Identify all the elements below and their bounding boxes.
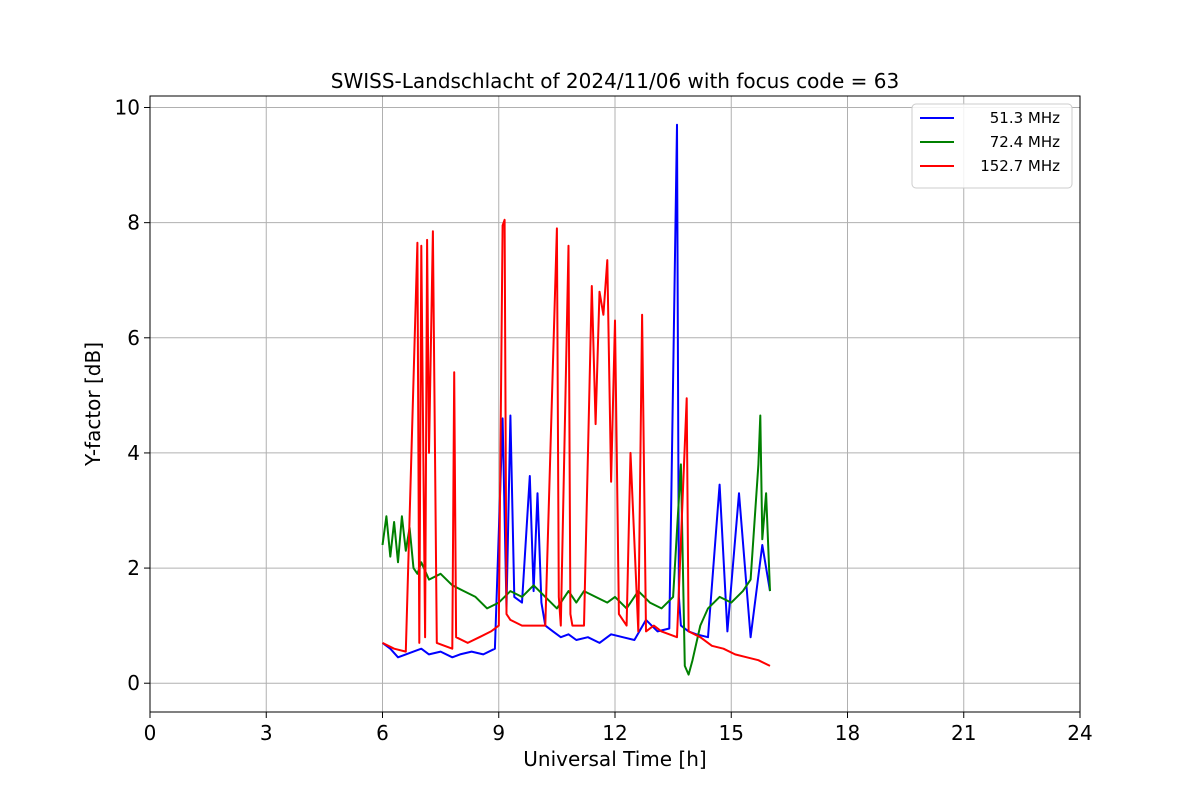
y-axis-label: Y-factor [dB] (81, 342, 105, 467)
x-tick-label: 12 (602, 721, 627, 745)
x-tick-label: 9 (492, 721, 505, 745)
legend-entry-label: 51.3 MHz (990, 109, 1060, 127)
x-axis-ticks: 0 3 6 9 12 15 18 21 24 (144, 712, 1093, 745)
chart-title: SWISS-Landschlacht of 2024/11/06 with fo… (331, 69, 899, 93)
y-axis-ticks: 0 2 4 6 8 10 (115, 96, 150, 695)
y-tick-label: 6 (127, 326, 140, 350)
y-tick-label: 10 (115, 96, 140, 120)
x-axis-label: Universal Time [h] (523, 747, 706, 771)
x-tick-label: 0 (144, 721, 157, 745)
x-tick-label: 3 (260, 721, 273, 745)
y-tick-label: 8 (127, 211, 140, 235)
y-tick-label: 2 (127, 556, 140, 580)
x-tick-label: 6 (376, 721, 389, 745)
legend-entry-label: 72.4 MHz (990, 133, 1060, 151)
x-tick-label: 21 (951, 721, 976, 745)
chart-legend: 51.3 MHz 72.4 MHz 152.7 MHz (911, 103, 1073, 189)
x-tick-label: 24 (1067, 721, 1092, 745)
series-line-3 (382, 218, 771, 667)
x-tick-label: 15 (719, 721, 744, 745)
y-tick-label: 0 (127, 671, 140, 695)
y-tick-label: 4 (127, 441, 140, 465)
series-line-2 (381, 414, 771, 676)
legend-entry-label: 152.7 MHz (980, 157, 1060, 175)
series-lines (381, 123, 771, 676)
x-tick-label: 18 (835, 721, 860, 745)
